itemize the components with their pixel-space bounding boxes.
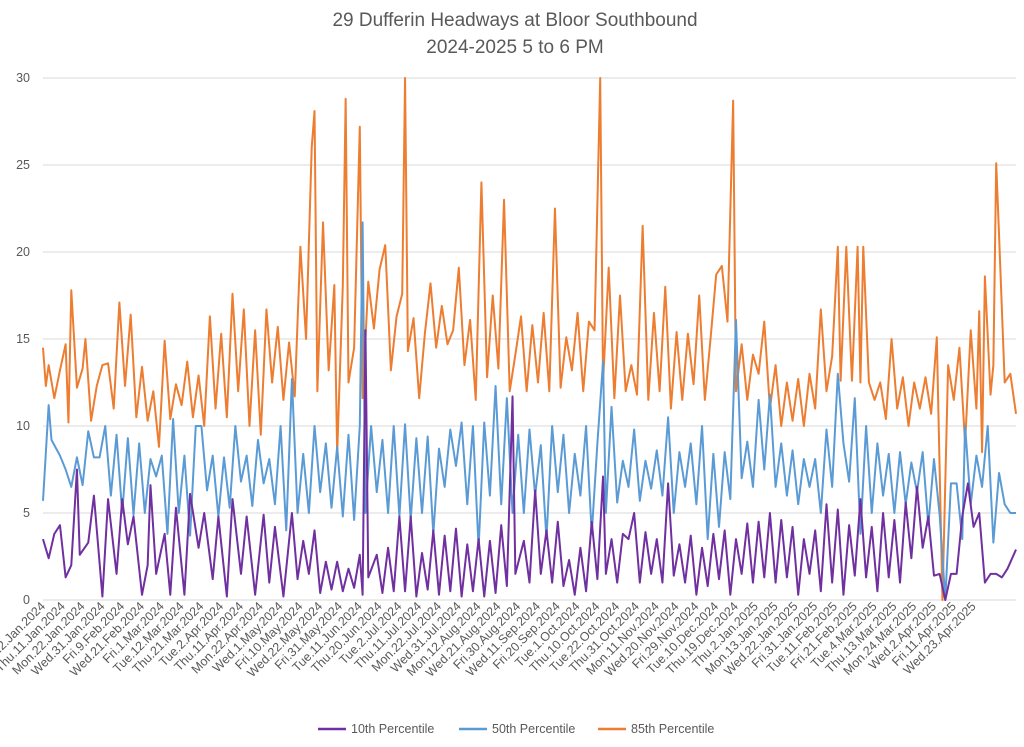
y-tick-label: 25 bbox=[16, 158, 30, 172]
y-tick-label: 15 bbox=[16, 332, 30, 346]
y-tick-label: 5 bbox=[23, 506, 30, 520]
legend-label: 85th Percentile bbox=[631, 722, 714, 736]
series-lines bbox=[42, 77, 1017, 601]
legend: 10th Percentile 50th Percentile 85th Perce… bbox=[318, 722, 714, 736]
chart-subtitle: 2024-2025 5 to 6 PM bbox=[426, 37, 603, 58]
y-tick-label: 30 bbox=[16, 71, 30, 85]
series-line-50th-percentile bbox=[42, 221, 1016, 601]
y-tick-label: 0 bbox=[23, 593, 30, 607]
series-line-85th-percentile bbox=[42, 77, 1017, 601]
x-axis-ticks: Tue.2.Jan.2024Thu.11.Jan.2024Mon.22.Jan.… bbox=[0, 599, 979, 680]
y-axis-ticks: 0 5 10 15 20 25 30 bbox=[16, 71, 30, 607]
legend-label: 50th Percentile bbox=[492, 722, 575, 736]
chart-title: 29 Dufferin Headways at Bloor Southbound bbox=[332, 10, 697, 31]
y-tick-label: 20 bbox=[16, 245, 30, 259]
y-tick-label: 10 bbox=[16, 419, 30, 433]
series-line-10th-percentile bbox=[42, 329, 1017, 601]
legend-label: 10th Percentile bbox=[351, 722, 434, 736]
